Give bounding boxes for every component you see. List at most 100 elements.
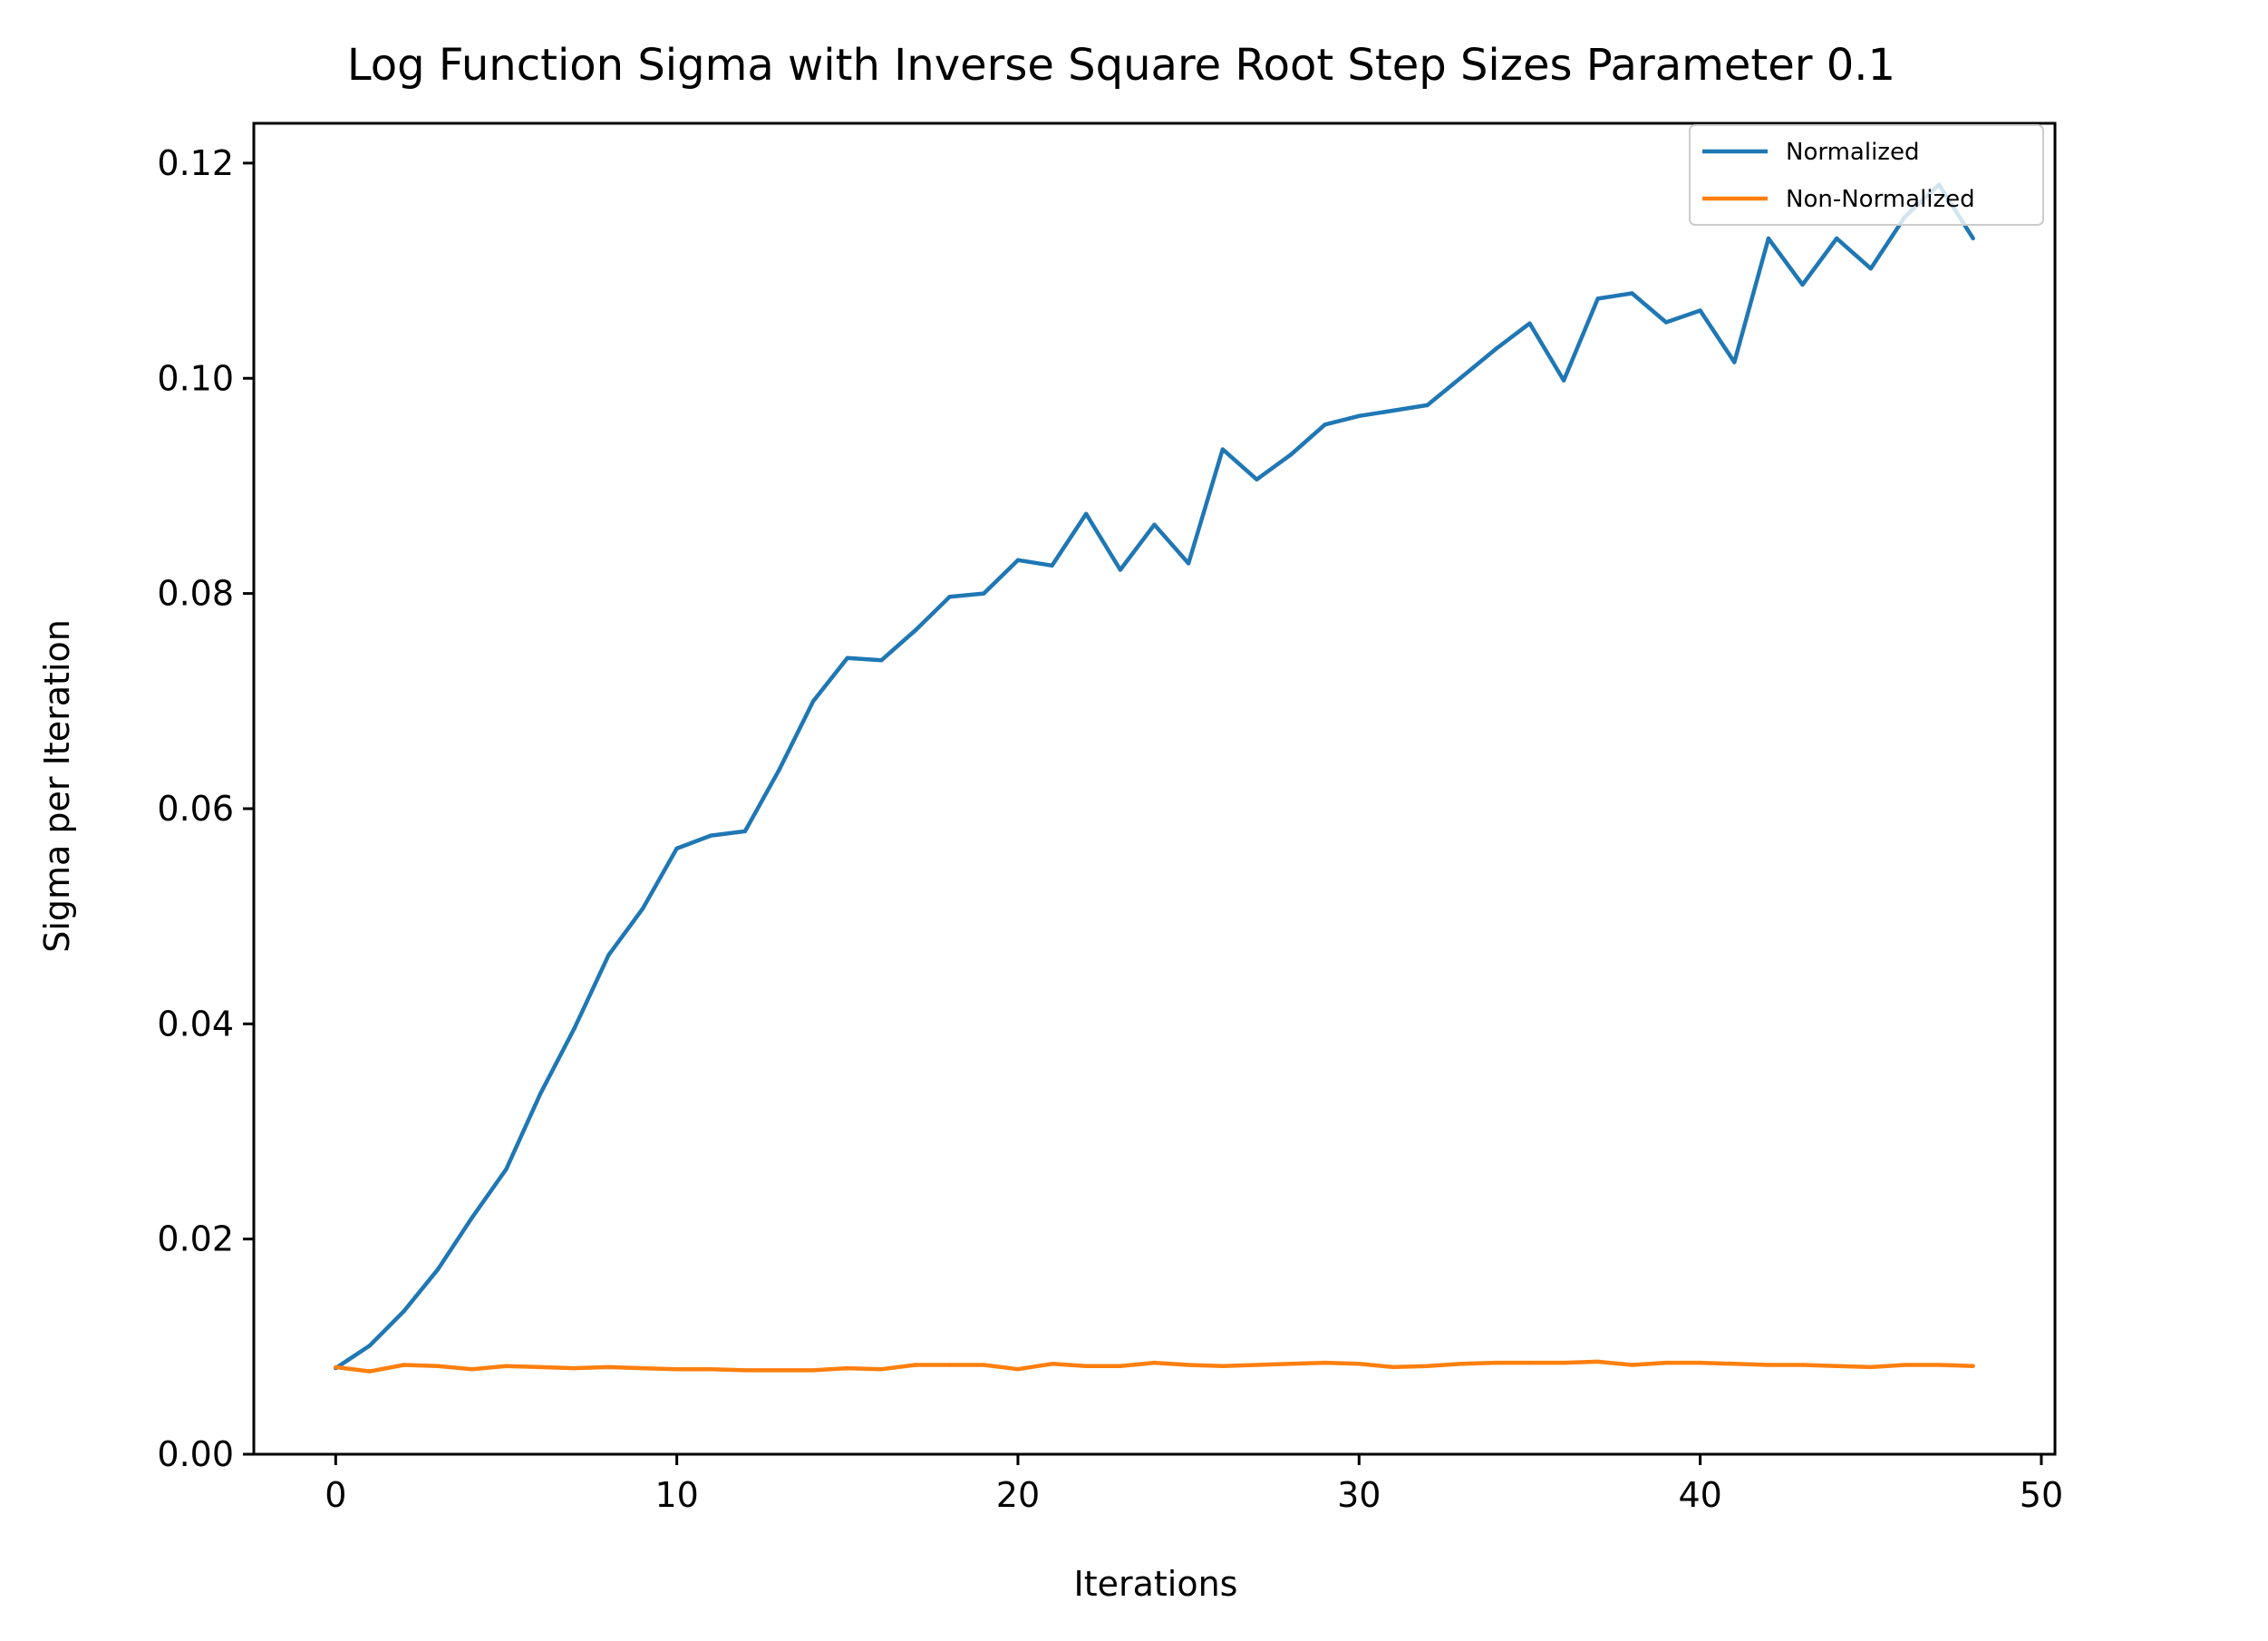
data-point [1835,236,1839,241]
data-point [402,1309,406,1314]
y-axis-label: Sigma per Iteration [37,619,77,953]
data-point [811,699,816,704]
data-point [640,907,645,911]
data-point [1323,422,1327,427]
data-point [1357,1362,1362,1366]
data-point [572,1025,577,1031]
data-point [1288,1362,1294,1366]
plot-frame [252,121,2057,1456]
legend-box [1689,124,2044,226]
data-point [1595,1359,1600,1364]
data-point [1800,1363,1805,1367]
data-point [1186,1363,1191,1367]
y-tick-label: 0.08 [157,574,234,614]
y-tick-label: 0.10 [157,358,234,398]
data-point [742,829,748,834]
data-point [1357,413,1362,418]
x-axis-label: Iterations [1074,1564,1238,1604]
data-point [1015,1367,1021,1372]
data-point [1255,1363,1259,1367]
data-point [1220,1364,1226,1368]
data-point [1595,296,1600,301]
data-point [1323,1360,1327,1365]
data-point [982,591,986,596]
data-point [1391,1364,1396,1370]
data-point [402,1363,406,1367]
data-point [1561,1360,1566,1365]
data-point [1186,561,1191,566]
data-point [1698,308,1702,313]
data-point [504,1167,509,1171]
chart-title: Log Function Sigma with Inverse Square R… [347,40,1895,91]
data-point [777,1368,781,1373]
data-point [1527,321,1532,325]
x-tick-label: 30 [1337,1475,1381,1515]
y-tick-label: 0.04 [157,1004,234,1044]
data-point [1493,347,1498,352]
legend: Normalized Non-Normalized [1689,124,2044,226]
data-point [1766,236,1771,241]
data-point [674,846,679,851]
data-point [982,1363,986,1367]
data-point [674,1367,679,1372]
data-point [572,1365,577,1371]
data-point [1152,522,1157,527]
data-point [1732,1362,1737,1366]
data-point [1425,403,1430,408]
series-1 [334,1359,1975,1374]
data-point [606,1364,611,1370]
data-point [1630,291,1634,296]
data-point [1015,558,1021,562]
data-point [1391,408,1396,413]
data-point [1255,477,1259,481]
data-point [879,658,884,663]
y-tick-label: 0.02 [157,1219,234,1259]
data-point [1766,1363,1771,1367]
data-point [947,595,952,599]
data-point [1084,511,1089,516]
data-point [367,1343,373,1348]
data-point [1903,1363,1907,1367]
data-point [913,627,918,633]
data-point [1698,1360,1702,1365]
x-tick-label: 50 [2020,1475,2063,1515]
y-tick-label: 0.00 [157,1434,234,1474]
data-point [742,1368,748,1373]
x-tick-label: 40 [1678,1475,1721,1515]
data-point [1527,1360,1532,1365]
data-point [845,655,849,660]
y-tick-label: 0.12 [157,143,234,183]
data-point [1732,360,1737,364]
y-axis: 0.00 0.02 0.04 0.06 0.08 0.10 0.12 [157,143,254,1474]
data-point [606,953,611,957]
data-point [1118,1364,1123,1368]
data-point [1868,267,1873,271]
data-point [1459,1362,1464,1366]
data-point [367,1369,373,1374]
data-point [1288,452,1294,457]
data-point [538,1364,543,1370]
data-point [1425,1364,1430,1368]
y-tick-label: 0.06 [157,789,234,829]
x-tick-label: 20 [996,1475,1040,1515]
data-point [811,1368,816,1373]
data-point [1220,447,1226,452]
legend-label: Normalized [1786,139,1919,166]
data-point [1050,563,1054,568]
data-point [470,1215,474,1220]
data-point [1630,1363,1634,1367]
data-point [1800,282,1805,287]
data-point [436,1267,441,1272]
data-point [1868,1364,1873,1370]
data-point [1118,568,1123,572]
data-point [947,1363,952,1367]
data-point [845,1365,849,1371]
x-tick-label: 10 [654,1475,698,1515]
data-point [1971,236,1975,241]
x-tick-label: 0 [325,1475,346,1515]
data-point [1084,1364,1089,1368]
legend-label: Non-Normalized [1786,186,1975,213]
data-point [913,1363,918,1367]
data-point [1152,1360,1157,1365]
